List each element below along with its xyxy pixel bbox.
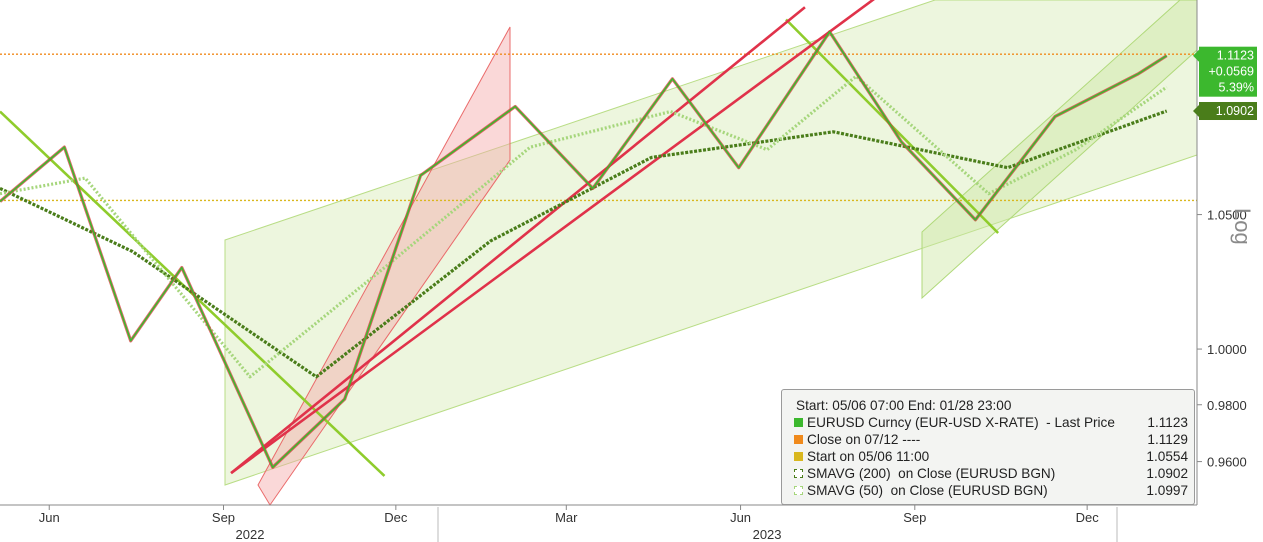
legend-row: SMAVG (200) on Close (EURUSD BGN) 1.0902 bbox=[794, 465, 1188, 482]
x-year-label: 2022 bbox=[236, 527, 265, 542]
x-year-label: 2023 bbox=[753, 527, 782, 542]
legend-row: Start on 05/06 11:00 1.0554 bbox=[794, 448, 1188, 465]
legend-label: EURUSD Curncy (EUR-USD X-RATE) - Last Pr… bbox=[807, 415, 1115, 430]
legend-swatch bbox=[794, 452, 803, 461]
x-tick-label: Dec bbox=[1076, 510, 1100, 525]
value-tag-text: +0.0569 bbox=[1208, 65, 1254, 79]
x-tick-labels: Jun Sep Dec Mar Jun Sep Dec 2022 2023 bbox=[39, 505, 1099, 542]
series-lines bbox=[0, 30, 1168, 469]
legend: Start: 05/06 07:00 End: 01/28 23:00 EURU… bbox=[781, 389, 1195, 505]
legend-value: 1.0902 bbox=[1146, 466, 1188, 481]
sma-200-line bbox=[0, 109, 1168, 379]
legend-value: 1.1123 bbox=[1147, 415, 1188, 430]
value-tag-pointer bbox=[1193, 49, 1199, 62]
y-tick-label: 1.0500 bbox=[1207, 208, 1247, 223]
value-tag-text: 1.1123 bbox=[1217, 49, 1254, 63]
value-tag-text: 1.0902 bbox=[1216, 104, 1254, 118]
legend-row: SMAVG (50) on Close (EURUSD BGN) 1.0997 bbox=[794, 482, 1188, 499]
red-channel-band bbox=[257, 26, 511, 506]
value-tag-pointer bbox=[1193, 105, 1199, 118]
value-tag-box bbox=[1199, 46, 1257, 97]
x-tick-label: Sep bbox=[212, 510, 235, 525]
legend-row: EURUSD Curncy (EUR-USD X-RATE) - Last Pr… bbox=[794, 414, 1188, 431]
legend-value: 1.1129 bbox=[1147, 432, 1188, 447]
legend-label: SMAVG (200) on Close (EURUSD BGN) bbox=[807, 466, 1056, 481]
x-tick-label: Sep bbox=[903, 510, 926, 525]
legend-swatch bbox=[794, 418, 803, 427]
y-tick-labels: 0.9600 0.9800 1.0000 1.0500 bbox=[1197, 208, 1247, 470]
legend-label: Start on 05/06 11:00 bbox=[807, 449, 930, 464]
trendlines bbox=[0, 0, 1000, 477]
trendline bbox=[230, 6, 806, 475]
x-tick-label: Dec bbox=[384, 510, 408, 525]
legend-header: Start: 05/06 07:00 End: 01/28 23:00 bbox=[796, 398, 1012, 413]
sma-50-line bbox=[0, 74, 1168, 379]
log-scale-label: Log bbox=[1230, 208, 1255, 245]
legend-value: 1.0554 bbox=[1146, 449, 1188, 464]
legend-swatch bbox=[794, 435, 803, 444]
x-tick-label: Mar bbox=[555, 510, 578, 525]
x-tick-label: Jun bbox=[730, 510, 751, 525]
y-tick-label: 0.9800 bbox=[1207, 398, 1247, 413]
trendline bbox=[230, 0, 875, 475]
y-tick-label: 0.9600 bbox=[1207, 455, 1247, 470]
legend-label: Close on 07/12 ---- bbox=[807, 432, 921, 447]
value-tag-box bbox=[1199, 102, 1257, 121]
axes bbox=[0, 0, 1198, 542]
legend-swatch bbox=[794, 486, 803, 495]
value-tag-text: 5.39% bbox=[1219, 81, 1254, 95]
legend-swatch bbox=[794, 469, 803, 478]
legend-value: 1.0997 bbox=[1146, 483, 1188, 498]
y-tick-label: 1.0000 bbox=[1207, 342, 1247, 357]
legend-row: Close on 07/12 ---- 1.1129 bbox=[794, 431, 1188, 448]
legend-label: SMAVG (50) on Close (EURUSD BGN) bbox=[807, 483, 1048, 498]
price-line bbox=[0, 31, 1168, 469]
value-tags: 1.1123 +0.0569 5.39% 1.0902 bbox=[1193, 46, 1257, 121]
x-tick-label: Jun bbox=[39, 510, 60, 525]
